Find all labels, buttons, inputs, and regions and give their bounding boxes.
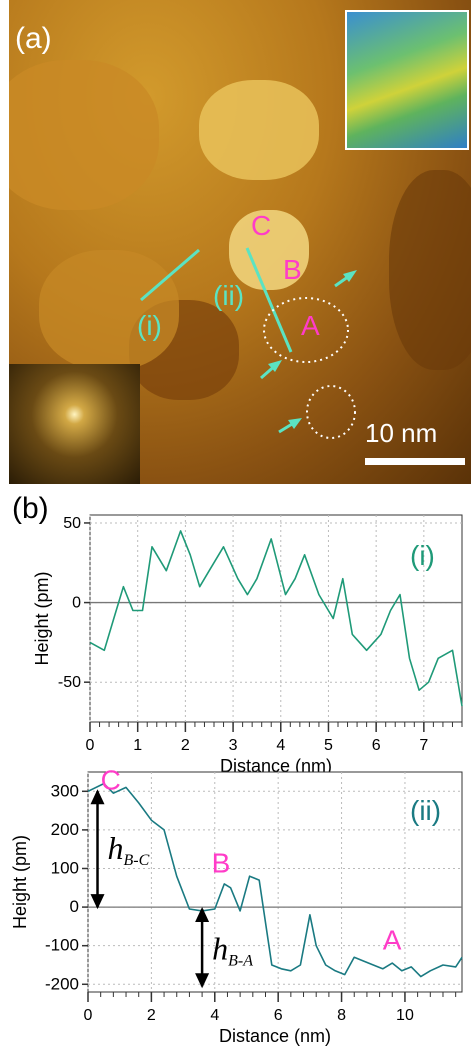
dotted-circle-a	[263, 297, 349, 363]
scale-bar	[365, 458, 465, 465]
x-tick-label: 10	[396, 1007, 414, 1024]
x-tick-label: 5	[324, 737, 333, 754]
profile-line-ii	[245, 247, 293, 353]
x-tick-label: 1	[133, 737, 142, 754]
y-tick-label: -50	[58, 674, 81, 691]
annotation-a: A	[383, 925, 402, 956]
x-tick-label: 0	[84, 1007, 93, 1024]
h-bc-subscript: B-C	[124, 852, 150, 869]
arrow-3-head	[288, 418, 302, 429]
x-tick-label: 4	[276, 737, 285, 754]
y-tick-label: -100	[45, 936, 79, 955]
y-tick-label: 0	[70, 897, 79, 916]
terrace	[9, 60, 159, 210]
panel-a-label: (a)	[15, 22, 52, 55]
x-axis-label: Distance (nm)	[219, 1026, 331, 1046]
h-ba-subscript: B-A	[228, 953, 253, 970]
point-label-c: C	[251, 210, 272, 241]
x-tick-label: 2	[181, 737, 190, 754]
x-tick-label: 7	[419, 737, 428, 754]
terrace	[39, 250, 179, 370]
x-tick-label: 3	[229, 737, 238, 754]
y-tick-label: 200	[51, 820, 79, 839]
arrow-2-head	[268, 360, 282, 372]
x-tick-label: 6	[274, 1007, 283, 1024]
point-label-b: B	[283, 254, 302, 285]
panel-b-label: (b)	[12, 492, 49, 525]
terrace	[199, 80, 319, 180]
scale-bar-label: 10 nm	[365, 418, 438, 448]
y-tick-label: 50	[63, 515, 81, 532]
point-label-a: A	[301, 310, 320, 341]
h-bc-arrow-head-up	[90, 789, 105, 805]
x-tick-label: 6	[372, 737, 381, 754]
x-tick-label: 2	[147, 1007, 156, 1024]
y-tick-label: 100	[51, 858, 79, 877]
series-line	[87, 782, 463, 978]
arrow-1-head	[343, 270, 357, 282]
profile-line-i	[140, 248, 200, 302]
panel-a-overlay	[140, 247, 465, 465]
series-tag: (ii)	[410, 795, 441, 826]
stm-image: (a) C B A (i) (ii) 10 nm	[9, 0, 471, 484]
x-tick-label: 8	[337, 1007, 346, 1024]
x-axis-label: Distance (nm)	[220, 756, 332, 776]
y-tick-label: 0	[72, 595, 81, 612]
x-tick-label: 0	[86, 737, 95, 754]
x-tick-label: 4	[210, 1007, 219, 1024]
line-label-i: (i)	[137, 310, 162, 341]
terrace	[389, 170, 471, 370]
series-tag: (i)	[410, 540, 435, 571]
h-ba-arrow-head-down	[195, 973, 210, 989]
y-tick-label: -200	[45, 974, 79, 993]
y-tick-label: 300	[51, 781, 79, 800]
y-axis-label: Height (pm)	[32, 571, 52, 665]
y-axis-label: Height (pm)	[10, 835, 30, 929]
annotation-c: C	[101, 764, 121, 795]
fft-inset	[9, 364, 140, 484]
annotation-b: B	[212, 847, 231, 878]
line-label-ii: (ii)	[213, 280, 245, 311]
series-line	[89, 530, 463, 707]
dotted-circle-lower	[306, 385, 356, 439]
terrace	[229, 210, 309, 290]
3d-topography-inset	[345, 10, 469, 150]
plot-frame	[87, 771, 463, 993]
h-ba-arrow-head-up	[195, 907, 210, 923]
h-bc-arrow-head-down	[90, 894, 105, 910]
